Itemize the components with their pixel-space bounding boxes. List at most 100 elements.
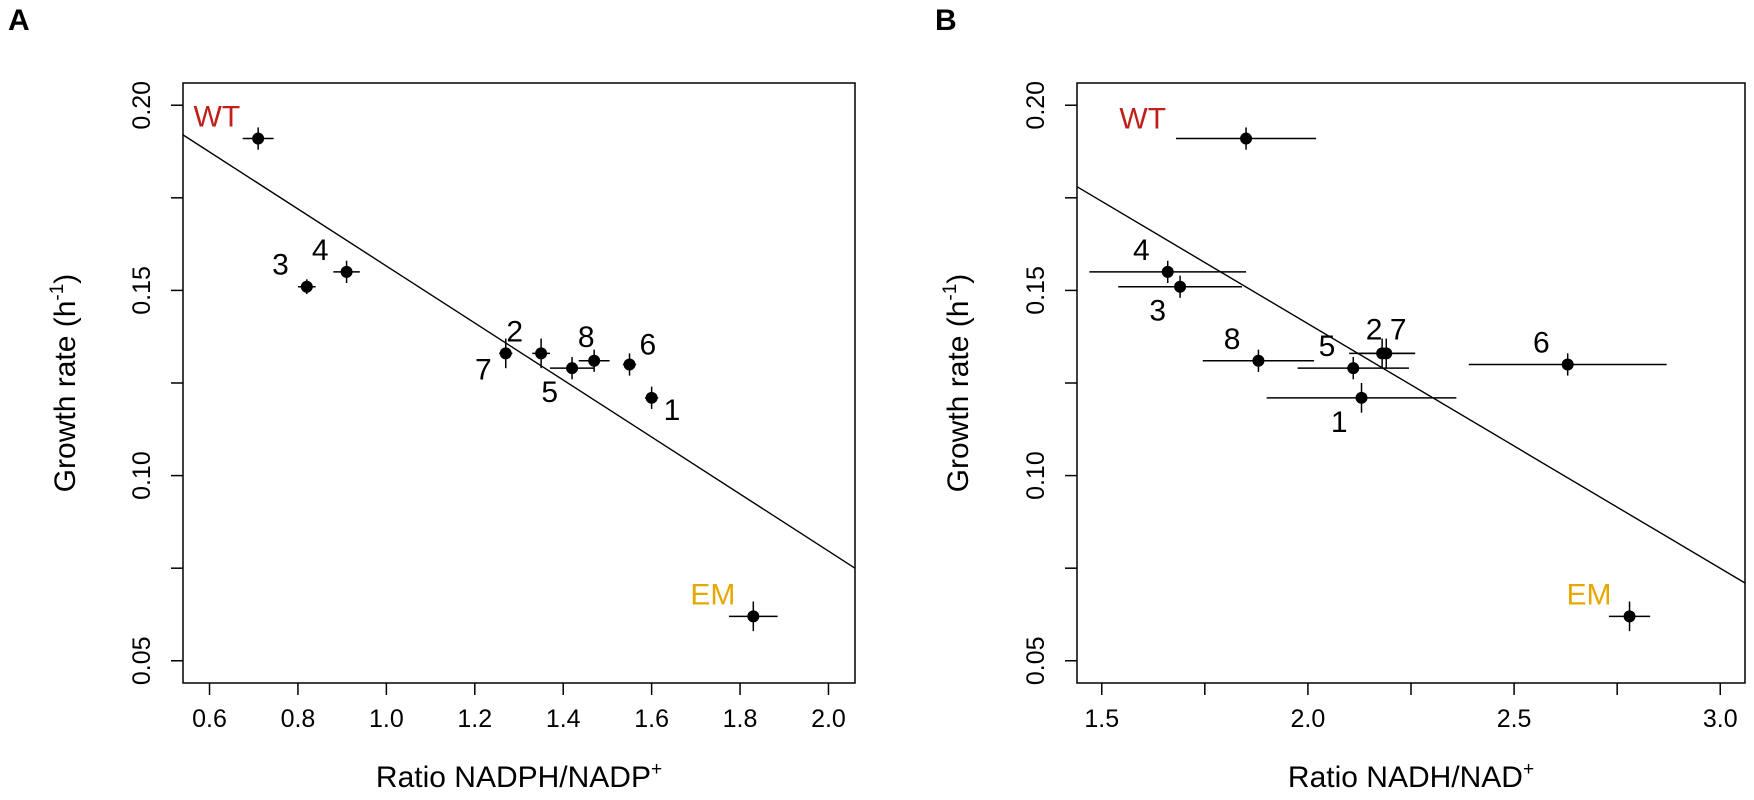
data-point-4: 4	[1089, 234, 1247, 283]
data-point-1: 1	[1266, 383, 1457, 439]
data-point-label: 8	[1224, 323, 1241, 356]
data-point-label: 4	[1133, 234, 1150, 267]
x-axis-title-main: Ratio NADH/NAD	[1288, 761, 1523, 794]
panel-a: A 0.6 0.8 1.0 1.2 1.4 1.6 1.8 2.0 0.05 0.10 0.15 0.2…	[8, 4, 856, 794]
data-point-marker	[340, 265, 353, 278]
data-point-6: 6	[1468, 326, 1667, 376]
x-tick-label: 0.8	[281, 705, 316, 733]
plot-frame	[182, 82, 856, 684]
panel-b: B 1.5 2.0 2.5 3.0 0.05 0.10 0.15 0.20 Ratio NADH/…	[935, 4, 1746, 794]
data-point-marker	[747, 610, 760, 623]
data-point-label: EM	[1567, 578, 1612, 611]
data-point-3: 3	[272, 249, 316, 295]
data-point-4: 4	[312, 234, 360, 283]
x-tick-label: 0.6	[192, 705, 227, 733]
y-tick-label: 0.05	[1022, 636, 1050, 685]
data-point-marker	[645, 391, 658, 404]
data-point-marker	[252, 132, 265, 145]
y-tick-label: 0.10	[1022, 451, 1050, 500]
y-axis-title-end: )	[942, 274, 975, 284]
plot-frame	[1076, 82, 1746, 684]
data-point-marker	[1623, 610, 1636, 623]
data-point-label: WT	[194, 101, 241, 134]
data-point-marker	[1380, 347, 1393, 360]
x-axis-title-main: Ratio NADPH/NADP	[376, 761, 651, 794]
y-tick-label: 0.05	[128, 636, 156, 685]
data-point-3: 3	[1118, 275, 1242, 328]
data-point-marker	[300, 280, 313, 293]
data-point-marker	[535, 347, 548, 360]
data-point-marker	[588, 354, 601, 367]
data-point-label: 1	[664, 394, 681, 427]
x-tick-label: 1.5	[1084, 705, 1119, 733]
data-point-marker	[499, 347, 512, 360]
data-point-6: 6	[622, 328, 657, 376]
data-point-label: 4	[312, 234, 329, 267]
data-point-marker	[623, 358, 636, 371]
y-axis-title-end: )	[49, 274, 82, 284]
data-point-marker	[1347, 362, 1360, 375]
data-point-wt: WT	[1119, 103, 1317, 150]
data-point-label: EM	[690, 578, 735, 611]
y-tick-label: 0.15	[128, 266, 156, 315]
data-point-marker	[1174, 280, 1187, 293]
data-point-2: 2	[506, 315, 550, 369]
regression-line	[182, 134, 856, 569]
data-point-5: 5	[541, 357, 595, 409]
data-point-marker	[1355, 391, 1368, 404]
y-tick-label: 0.20	[128, 81, 156, 130]
y-tick-label: 0.20	[1022, 81, 1050, 130]
x-tick-label: 1.2	[457, 705, 492, 733]
data-point-label: 5	[1319, 330, 1336, 363]
y-tick-label: 0.15	[1022, 266, 1050, 315]
data-point-label: WT	[1119, 103, 1166, 136]
data-point-label: 7	[1390, 313, 1407, 346]
data-point-label: 2	[1366, 313, 1383, 346]
y-axis-title-main: Growth rate (h	[942, 301, 975, 493]
y-tick-label: 0.10	[128, 451, 156, 500]
x-tick-label: 1.0	[369, 705, 404, 733]
panel-label: A	[8, 4, 30, 37]
y-axis-title: Growth rate (h-1)	[940, 274, 975, 493]
data-point-label: 3	[272, 249, 289, 282]
x-axis-title: Ratio NADH/NAD+	[1288, 759, 1534, 794]
regression-line	[1076, 186, 1746, 584]
data-point-label: 5	[541, 376, 558, 409]
data-point-7: 7	[1357, 313, 1416, 369]
data-point-marker	[1240, 132, 1253, 145]
x-axis-title-sup: +	[651, 759, 662, 780]
data-point-label: 1	[1331, 406, 1348, 439]
data-point-label: 6	[640, 328, 657, 361]
data-point-1: 1	[645, 386, 681, 427]
data-point-label: 8	[578, 321, 595, 354]
data-point-marker	[1561, 358, 1574, 371]
x-axis-title: Ratio NADPH/NADP+	[376, 759, 662, 794]
x-tick-label: 1.8	[723, 705, 758, 733]
y-axis-title-main: Growth rate (h	[49, 301, 82, 493]
data-point-label: 7	[475, 353, 492, 386]
data-point-label: 3	[1149, 295, 1166, 328]
data-point-8: 8	[578, 321, 610, 372]
data-point-5: 5	[1297, 330, 1409, 380]
x-tick-label: 1.6	[634, 705, 669, 733]
panel-label: B	[935, 4, 957, 37]
x-tick-label: 1.4	[546, 705, 581, 733]
y-axis-title: Growth rate (h-1)	[47, 274, 82, 493]
x-tick-label: 2.0	[811, 705, 846, 733]
x-axis-title-sup: +	[1523, 759, 1534, 780]
data-point-marker	[566, 362, 579, 375]
data-point-7: 7	[475, 338, 513, 386]
x-tick-label: 3.0	[1703, 705, 1738, 733]
y-axis-title-sup: -1	[47, 284, 68, 301]
data-point-em: EM	[690, 578, 778, 632]
data-point-marker	[1252, 354, 1265, 367]
data-point-wt: WT	[194, 101, 274, 150]
data-point-em: EM	[1567, 578, 1651, 632]
data-point-label: 2	[506, 315, 523, 348]
x-tick-label: 2.5	[1497, 705, 1532, 733]
data-point-marker	[1161, 265, 1174, 278]
data-point-label: 6	[1533, 326, 1550, 359]
y-axis-title-sup: -1	[940, 284, 961, 301]
data-point-8: 8	[1202, 323, 1315, 372]
